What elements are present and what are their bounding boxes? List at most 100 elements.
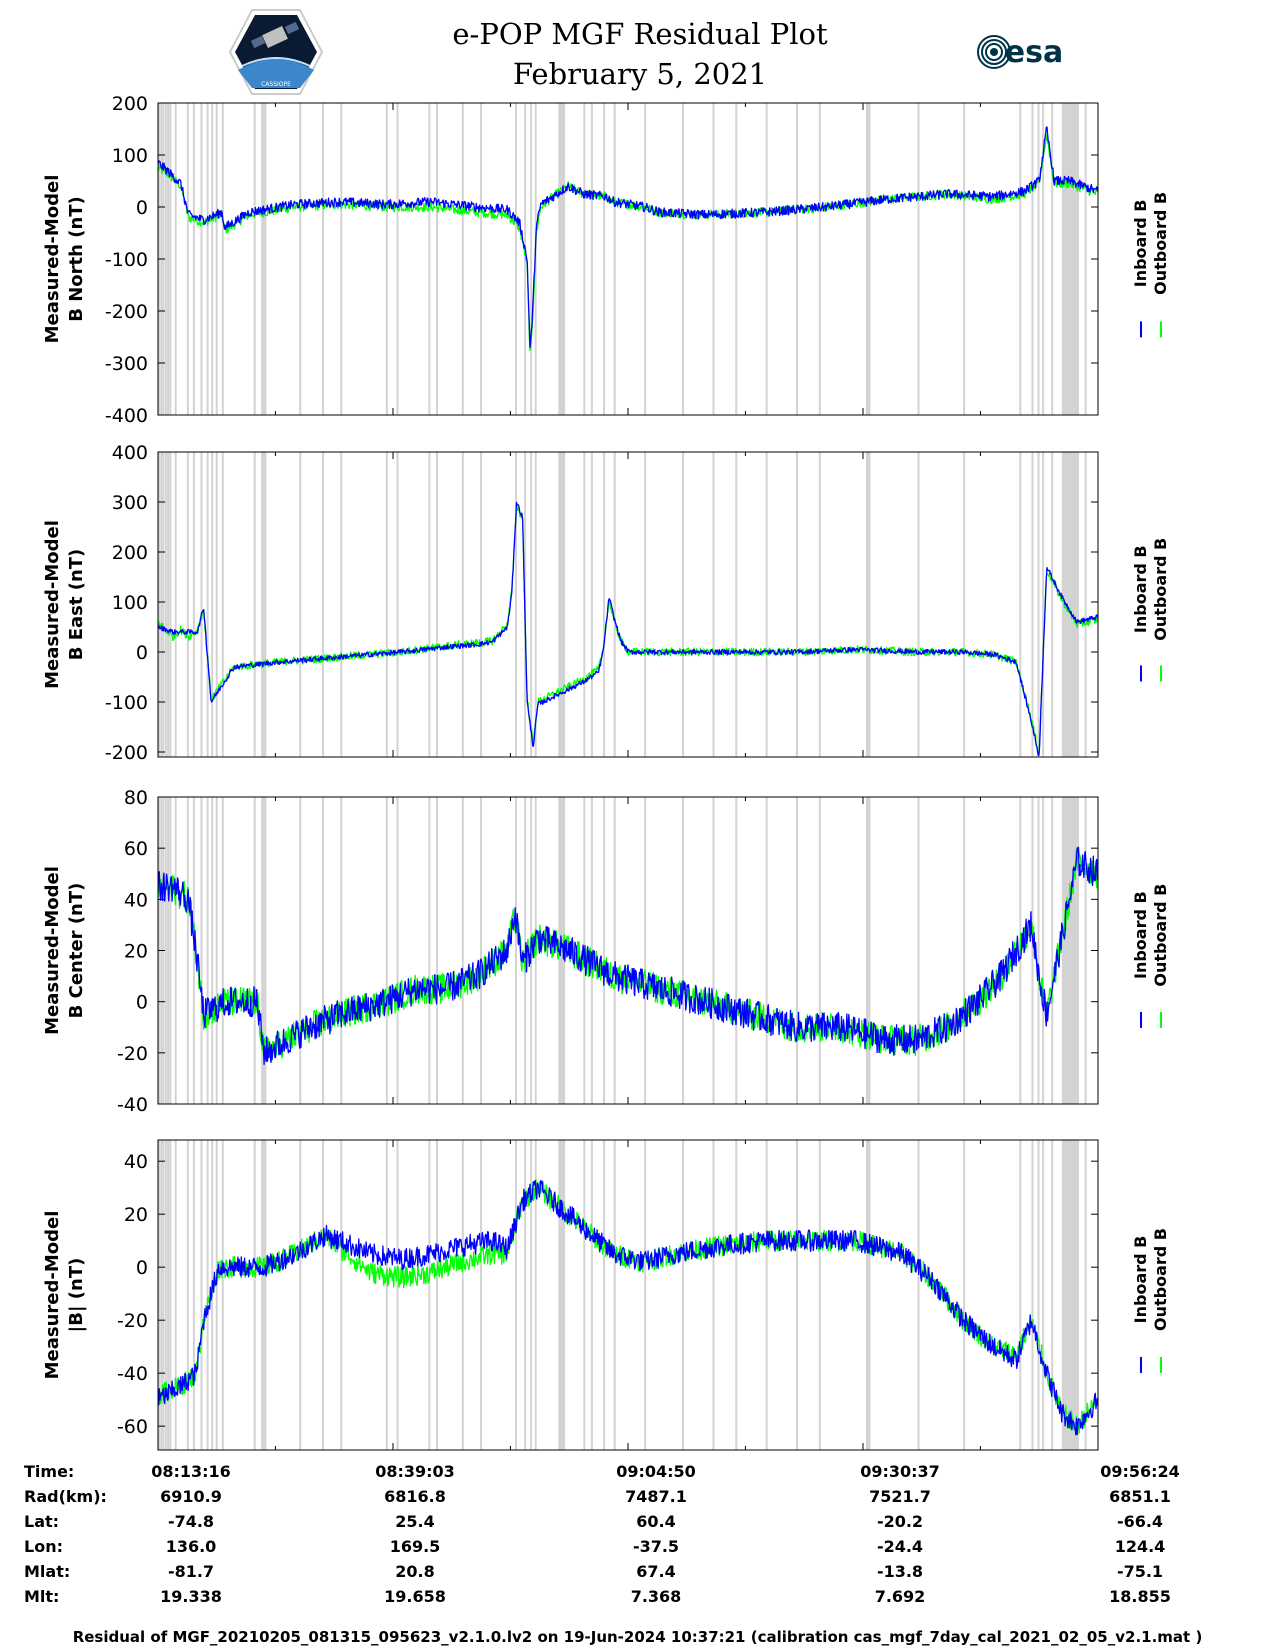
y-tick-label: -200 [105,742,148,764]
data-gap-band [322,452,325,757]
info-value-lat: -20.2 [876,1512,924,1531]
info-value-mlt: 7.368 [630,1587,682,1606]
cassiope-mission-logo: CASSIOPE [228,9,324,95]
y-tick-label: -300 [105,353,148,375]
data-gap-band [435,452,438,757]
data-gap-band [169,797,172,1104]
y-tick-label: 80 [124,787,148,809]
data-gap-band [253,452,256,757]
y-tick-label: 0 [136,642,148,664]
data-gap-band [174,452,177,757]
data-gap-band [534,452,537,757]
data-gap-band [221,103,224,415]
series-outboard-b [158,501,1098,757]
data-gap-band [435,797,438,1104]
legend-label-outboard: Outboard B [1151,538,1170,641]
data-gap-band [299,452,302,757]
y-tick-label: 0 [136,197,148,219]
data-gap-band [261,452,266,757]
data-gap-band [558,797,566,1104]
y-tick-label: 20 [124,1204,148,1226]
info-value-rad: 6910.9 [160,1487,222,1506]
y-axis-label-line-1: Measured-Model [42,520,63,689]
data-gap-band [1067,103,1078,415]
y-tick-label: -200 [105,301,148,323]
info-row-label: Mlt: [24,1587,60,1606]
series-outboard-b [158,848,1098,1064]
data-gap-band [340,1140,343,1450]
y-tick-label: 200 [112,93,148,115]
y-tick-label: -100 [105,249,148,271]
data-gap-band [162,1140,165,1450]
data-gap-band [261,797,266,1104]
data-gap-band [514,1140,517,1450]
info-value-time: 09:04:50 [616,1462,696,1481]
data-gap-band [253,1140,256,1450]
info-row-label: Mlat: [24,1562,71,1581]
data-gap-band [192,452,195,757]
data-gap-band [1051,452,1054,757]
data-gap-band [818,103,821,415]
data-gap-band [583,452,586,757]
data-gap-band [735,1140,738,1450]
legend-label-inboard: Inboard B [1131,1236,1150,1324]
series-inboard-b [158,126,1098,349]
data-gap-band [865,452,871,757]
panel-3: 80 60 40 20 0 -20 -40 Measured-Model B Center (n… [42,787,1170,1116]
data-gap-band [590,452,593,757]
data-gap-band [264,1140,267,1450]
plot-frame [157,451,1099,758]
data-gap-band [299,797,302,1104]
data-gap-band [192,103,195,415]
info-value-rad: 6816.8 [384,1487,446,1506]
data-gap-band [963,452,966,757]
legend: Inboard B Outboard B [1131,884,1170,1028]
data-gap-band [1037,103,1040,415]
y-tick-label: 100 [112,145,148,167]
y-axis-label-line-1: Measured-Model [42,175,63,344]
data-gap-band [435,1140,438,1450]
panel-2: 400 300 200 100 0 -100 -200 Measured-Model B Eas… [42,442,1170,764]
data-gap-band [206,452,209,757]
info-value-lat: -74.8 [167,1512,215,1531]
data-gap-band [221,797,224,1104]
info-value-lat: 60.4 [636,1512,676,1531]
data-gap-band [215,103,218,415]
data-gap-band [1067,452,1078,757]
data-gap-band [865,797,871,1104]
data-gap-band [1051,797,1054,1104]
data-gap-band [264,797,267,1104]
data-gap-band [963,1140,966,1450]
data-gap-band [1037,797,1040,1104]
data-gap-band [1077,103,1080,415]
data-gap-band [264,452,267,757]
data-gap-band [735,797,738,1104]
data-gap-band [712,452,715,757]
info-row-label: Time: [24,1462,75,1481]
data-gap-band [164,452,167,757]
y-tick-label: 40 [124,889,148,911]
data-gap-band [206,103,209,415]
data-gap-band [253,103,256,415]
legend: Inboard B Outboard B [1131,192,1170,338]
info-value-mlt: 7.692 [874,1587,926,1606]
data-gap-band [712,797,715,1104]
data-gap-band [385,797,388,1104]
data-gap-band [1084,797,1087,1104]
info-value-rad: 7487.1 [625,1487,687,1506]
y-axis-label-line-1: Measured-Model [42,866,63,1035]
data-gap-band [206,797,209,1104]
legend: Inboard B Outboard B [1131,538,1170,682]
data-gap-band [613,797,616,1104]
data-gap-band [322,797,325,1104]
info-value-mlt: 19.658 [384,1587,446,1606]
y-axis-label-line-2: B North (nT) [66,196,87,322]
data-gap-band [174,1140,177,1450]
data-gap-band [735,103,738,415]
data-gap-band [253,797,256,1104]
data-gap-band [682,1140,685,1450]
data-gap-band [186,103,189,415]
y-tick-label: 60 [124,838,148,860]
data-gap-band [480,103,483,415]
